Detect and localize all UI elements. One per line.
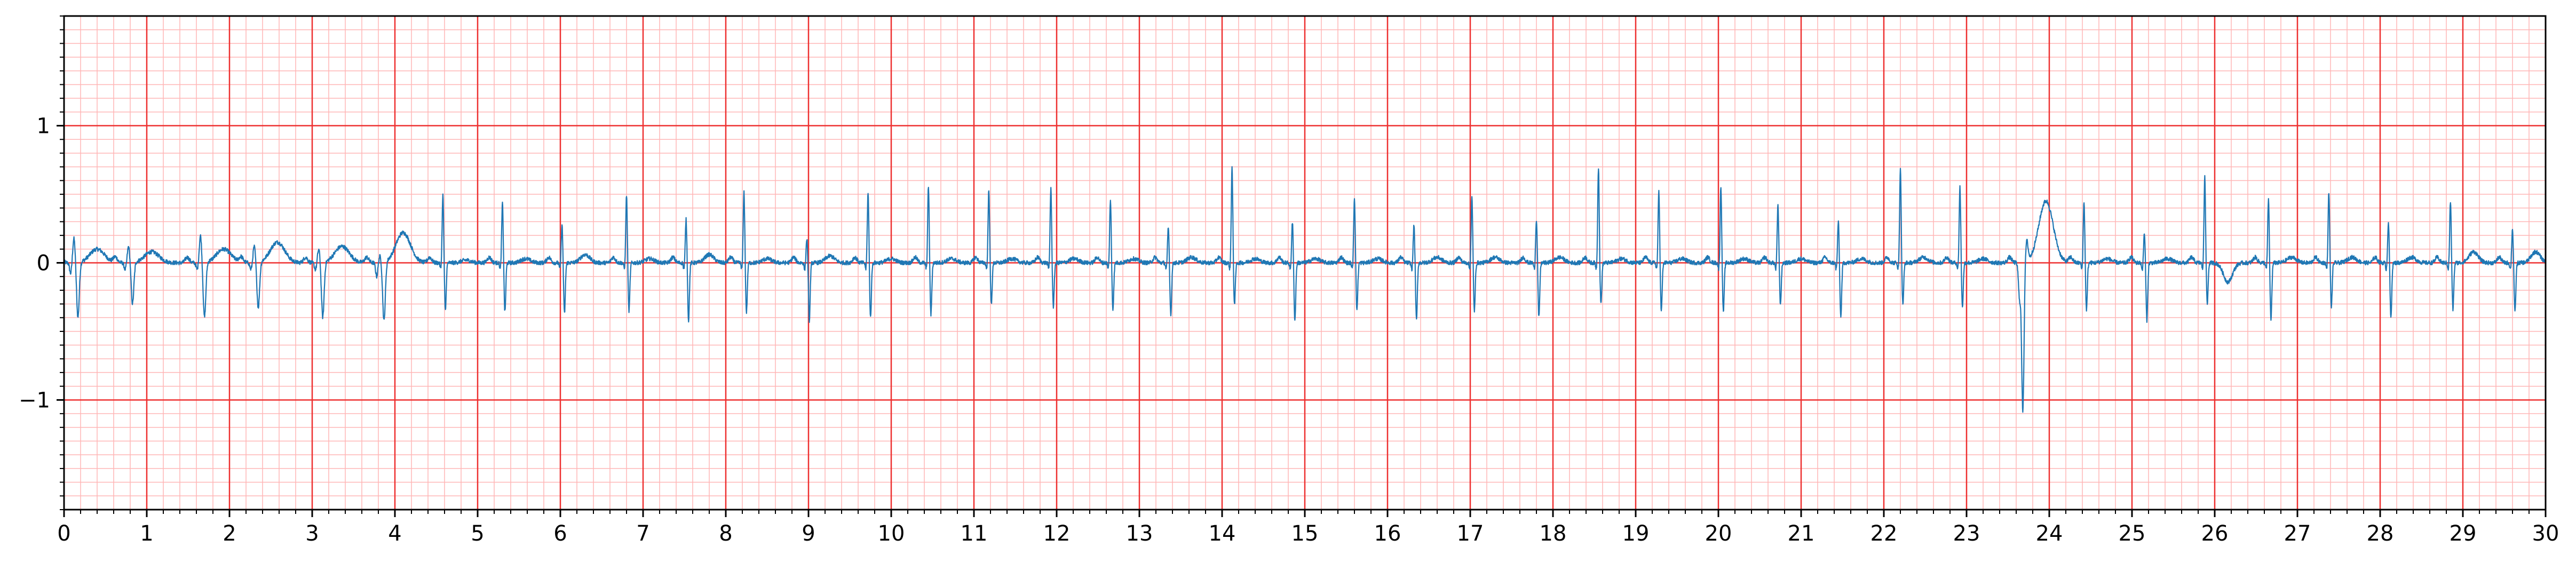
x-tick-label: 6 xyxy=(553,521,567,546)
x-tick-label: 20 xyxy=(1705,521,1732,546)
x-tick-label: 18 xyxy=(1540,521,1567,546)
x-tick-label: 4 xyxy=(388,521,401,546)
x-tick-label: 25 xyxy=(2119,521,2146,546)
x-tick-label: 15 xyxy=(1291,521,1319,546)
x-tick-label: 10 xyxy=(878,521,905,546)
x-tick-label: 26 xyxy=(2201,521,2229,546)
x-axis: 0 1 2 3 4 5 6 7 8 9 10 11 12 13 14 15 16 17 18 19 20 21 22 23 24… xyxy=(57,510,2559,546)
x-tick-label: 11 xyxy=(961,521,988,546)
x-tick-label: 29 xyxy=(2450,521,2477,546)
x-tick-label: 16 xyxy=(1374,521,1401,546)
x-tick-label: 13 xyxy=(1126,521,1153,546)
y-tick-label: 1 xyxy=(37,114,50,139)
x-tick-label: 12 xyxy=(1043,521,1071,546)
x-tick-label: 24 xyxy=(2036,521,2063,546)
x-tick-label: 8 xyxy=(719,521,732,546)
x-tick-label: 3 xyxy=(305,521,319,546)
y-tick-label: −1 xyxy=(19,388,50,413)
x-tick-label: 27 xyxy=(2284,521,2311,546)
x-tick-label: 1 xyxy=(140,521,153,546)
x-tick-label: 7 xyxy=(636,521,649,546)
x-tick-label: 9 xyxy=(802,521,815,546)
y-axis: −1 0 1 xyxy=(19,15,64,510)
x-tick-label: 0 xyxy=(57,521,70,546)
x-tick-label: 22 xyxy=(1870,521,1898,546)
x-tick-label: 17 xyxy=(1457,521,1484,546)
x-tick-label: 23 xyxy=(1953,521,1980,546)
y-tick-label: 0 xyxy=(37,251,50,276)
x-tick-label: 19 xyxy=(1622,521,1650,546)
x-tick-label: 21 xyxy=(1788,521,1815,546)
ecg-series-line xyxy=(63,166,2547,413)
x-tick-label: 2 xyxy=(223,521,236,546)
x-tick-label: 5 xyxy=(471,521,484,546)
x-tick-label: 14 xyxy=(1209,521,1236,546)
x-tick-label: 28 xyxy=(2367,521,2394,546)
plot-area xyxy=(63,166,2547,413)
x-tick-label: 30 xyxy=(2532,521,2559,546)
